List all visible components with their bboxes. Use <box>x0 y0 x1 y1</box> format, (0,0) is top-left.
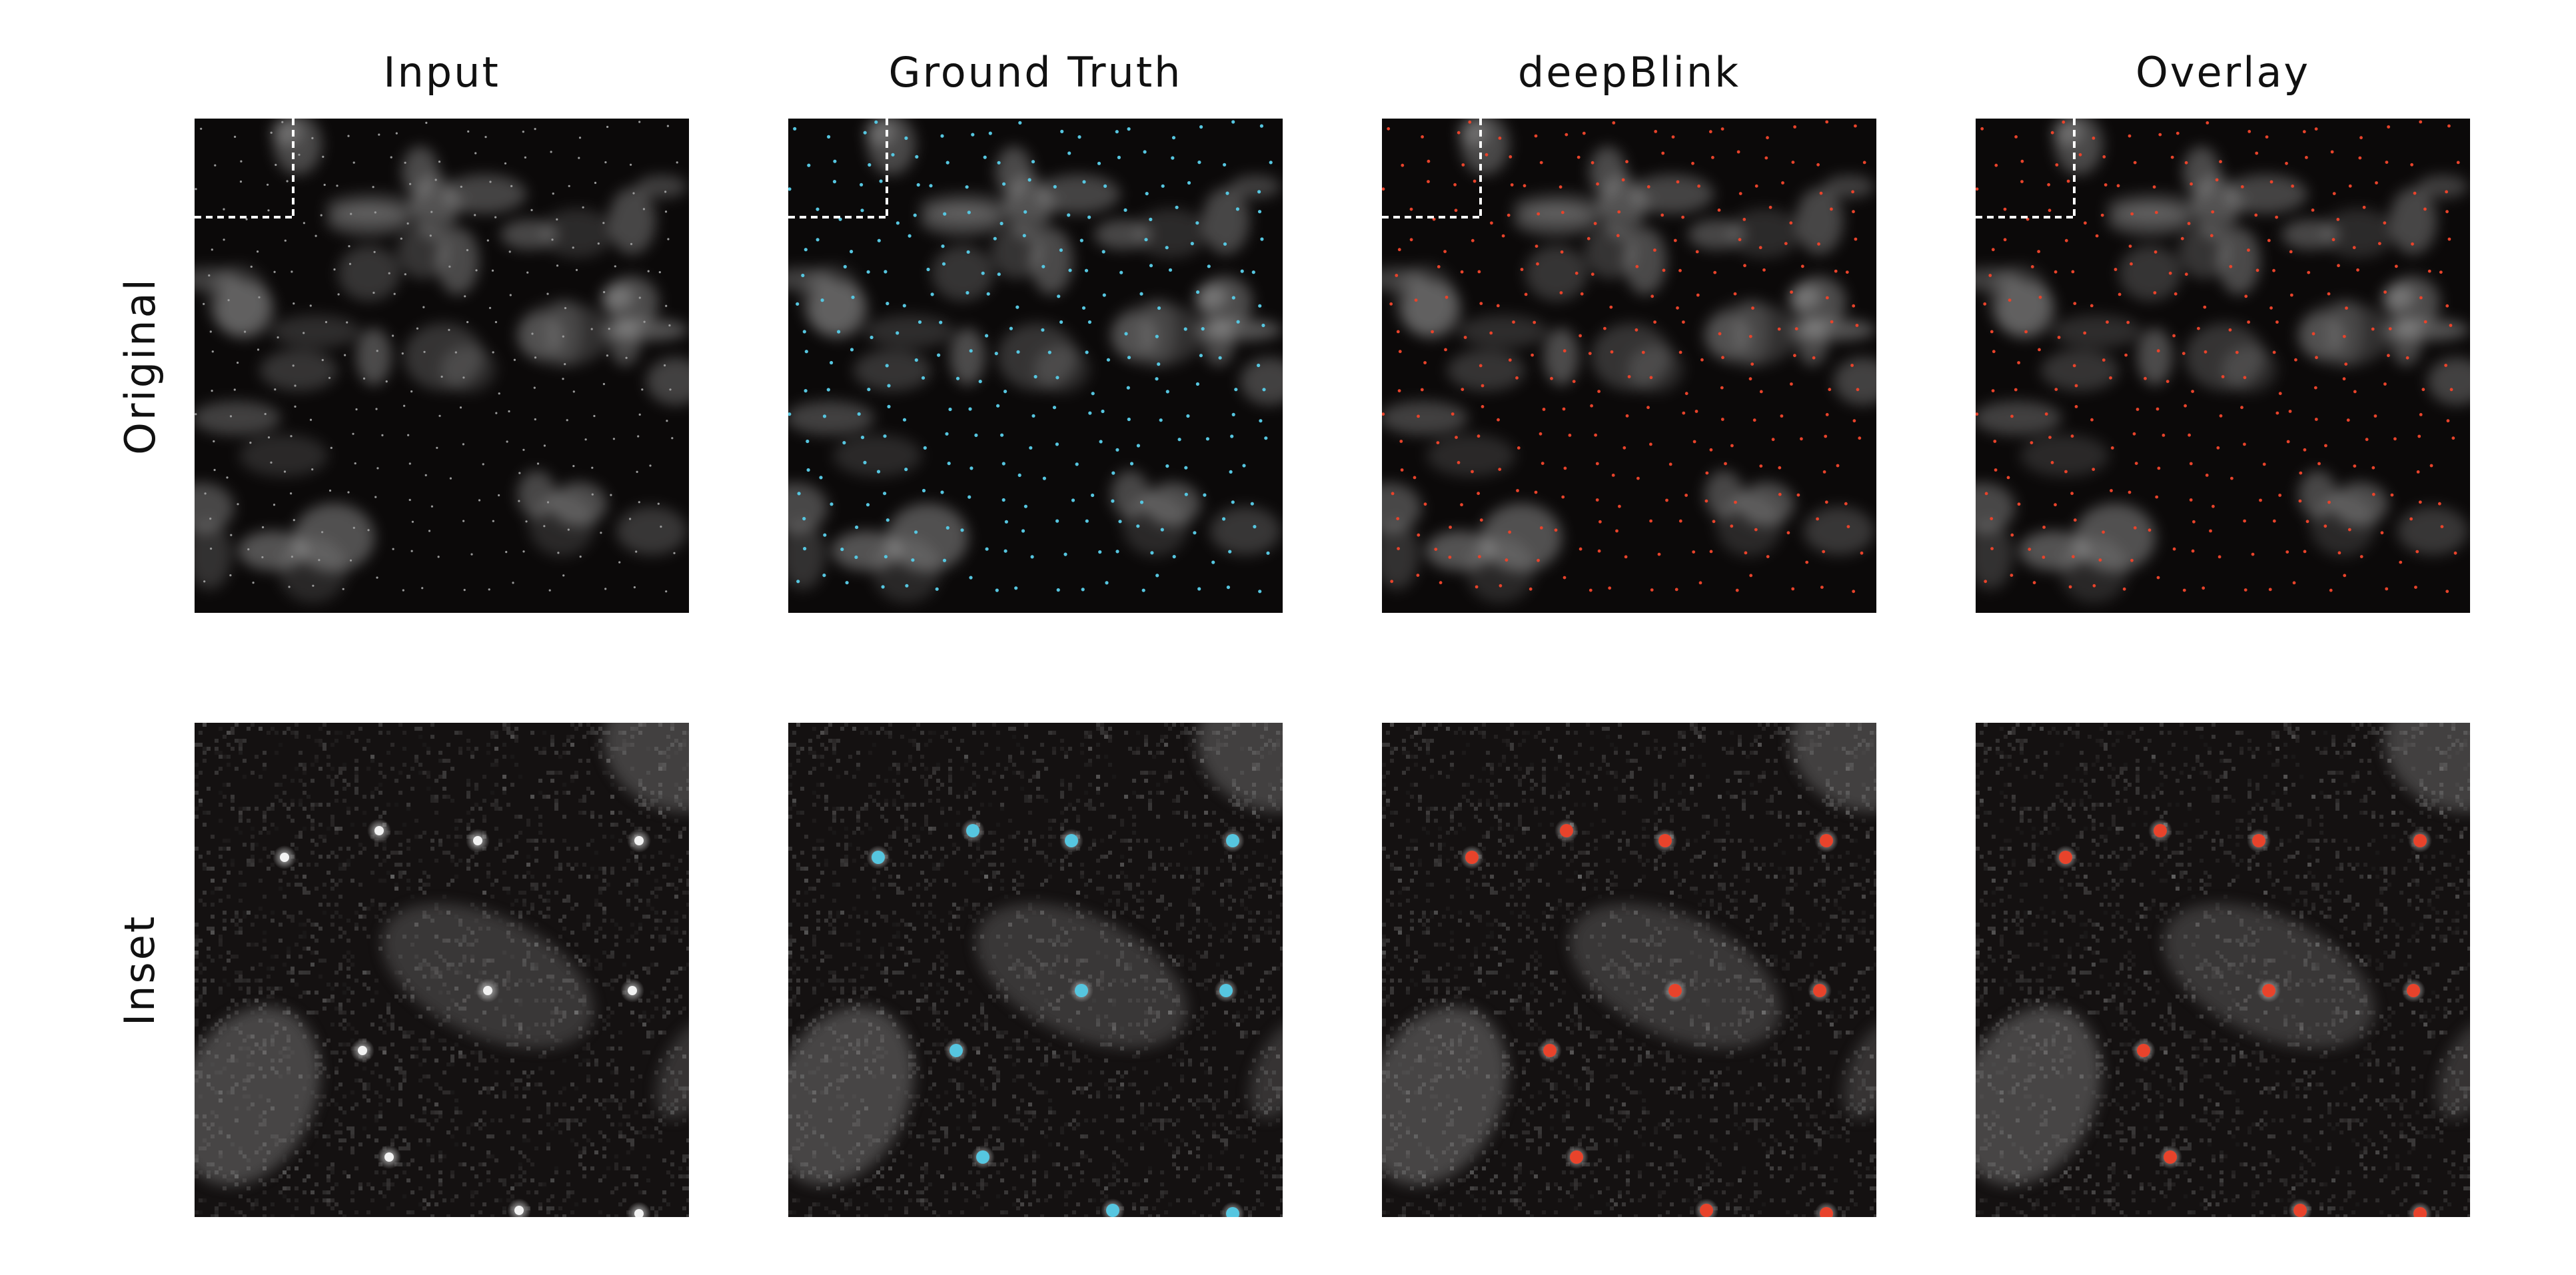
original-input-svg <box>195 119 689 613</box>
row-label-original: Original <box>116 119 165 613</box>
row-label-inset-text: Inset <box>115 914 165 1026</box>
column-title-deepblink: deepBlink <box>1517 48 1741 97</box>
row-label-inset: Inset <box>116 723 165 1217</box>
original-ground-truth-svg <box>788 119 1283 613</box>
row-label-original-text: Original <box>115 276 165 455</box>
column-title-input: Input <box>383 48 500 97</box>
inset-input-svg <box>195 723 689 1217</box>
inset-overlay-svg <box>1976 723 2470 1217</box>
inset-overlay-image <box>1976 723 2470 1217</box>
inset-input-image <box>195 723 689 1217</box>
original-overlay-image <box>1976 119 2470 613</box>
inset-deepblink-image <box>1382 723 1876 1217</box>
column-title-overlay: Overlay <box>2135 48 2311 97</box>
inset-ground-truth-image <box>788 723 1283 1217</box>
original-deepblink-image <box>1382 119 1876 613</box>
inset-deepblink-svg <box>1382 723 1876 1217</box>
original-deepblink-svg <box>1382 119 1876 613</box>
original-ground-truth-image <box>788 119 1283 613</box>
column-title-ground-truth: Ground Truth <box>888 48 1183 97</box>
inset-ground-truth-svg <box>788 723 1283 1217</box>
original-input-image <box>195 119 689 613</box>
original-overlay-svg <box>1976 119 2470 613</box>
